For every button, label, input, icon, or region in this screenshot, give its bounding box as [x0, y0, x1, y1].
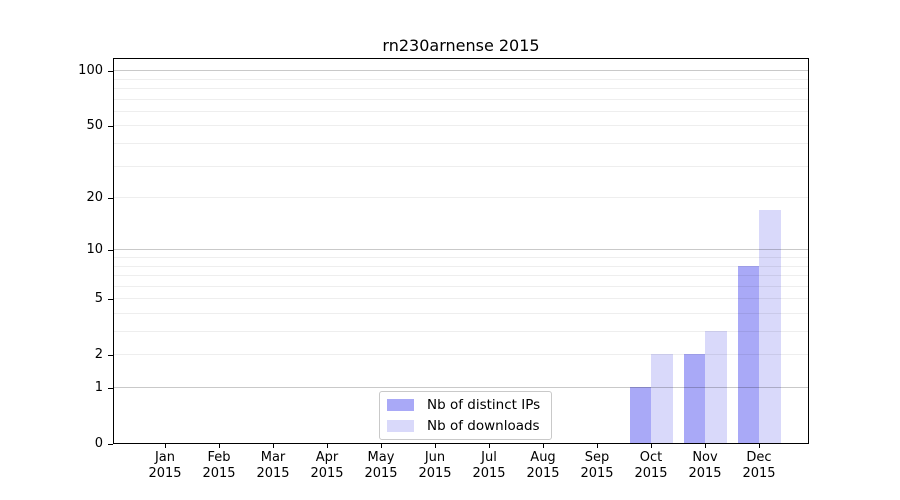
x-tick-label: Jan 2015 [138, 450, 192, 482]
x-tick-month: Nov [692, 450, 718, 465]
gridline-minor [114, 143, 808, 144]
legend: Nb of distinct IPs Nb of downloads [379, 391, 553, 440]
y-tick-label: 50 [86, 118, 103, 134]
x-tick-year: 2015 [742, 466, 776, 481]
x-tick-label: Jun 2015 [408, 450, 462, 482]
plot-area [113, 58, 809, 444]
gridline-minor [114, 313, 808, 314]
x-tick-year: 2015 [256, 466, 290, 481]
x-tick-month: Jan [154, 450, 176, 465]
y-tick-label: 1 [94, 380, 103, 395]
y-tick-label: 2 [94, 347, 103, 363]
y-tick-label: 20 [86, 190, 103, 206]
x-tick-year: 2015 [418, 466, 452, 481]
y-tick-label: 0 [94, 436, 103, 451]
gridline-minor [114, 110, 808, 112]
x-tick-year: 2015 [148, 466, 182, 481]
bar-downloads-dec [759, 209, 781, 443]
x-tick-month: Jul [481, 450, 497, 465]
gridline-minor [114, 257, 808, 258]
x-tick-mark [759, 444, 760, 448]
x-tick-mark [597, 444, 598, 448]
x-tick-year: 2015 [364, 466, 398, 481]
y-tick-label: 10 [86, 242, 103, 258]
x-tick-month: Oct [639, 450, 663, 465]
x-tick-label: Jul 2015 [462, 450, 516, 482]
y-tick-label: 100 [78, 63, 103, 79]
x-tick-label: Aug 2015 [516, 450, 570, 482]
y-tick-label: 5 [94, 291, 103, 307]
gridline-minor [114, 265, 808, 267]
x-tick-year: 2015 [688, 466, 722, 481]
legend-item-downloads: Nb of downloads [387, 418, 540, 434]
x-tick-mark [435, 444, 436, 448]
x-tick-mark [381, 444, 382, 448]
x-tick-month: Aug [530, 450, 556, 465]
legend-swatch-downloads [387, 420, 414, 432]
x-tick-year: 2015 [472, 466, 506, 481]
x-tick-year: 2015 [202, 466, 236, 481]
x-tick-month: Apr [315, 450, 339, 465]
x-tick-label: Dec 2015 [732, 450, 786, 482]
gridline-major [114, 249, 808, 251]
legend-label-distinct-ips: Nb of distinct IPs [427, 397, 541, 413]
x-tick-month: Feb [207, 450, 231, 465]
x-tick-month: May [367, 450, 395, 465]
x-tick-label: Apr 2015 [300, 450, 354, 482]
x-tick-year: 2015 [634, 466, 668, 481]
gridline-major [114, 387, 808, 388]
x-tick-mark [543, 444, 544, 448]
x-tick-mark [273, 444, 274, 448]
x-tick-mark [705, 444, 706, 448]
x-tick-mark [219, 444, 220, 448]
gridline-minor [114, 285, 808, 287]
x-tick-mark [651, 444, 652, 448]
x-tick-month: Dec [746, 450, 772, 465]
legend-item-distinct-ips: Nb of distinct IPs [387, 397, 540, 413]
x-tick-label: Nov 2015 [678, 450, 732, 482]
bar-downloads-nov [705, 331, 727, 443]
x-tick-label: Sep 2015 [570, 450, 624, 482]
gridline-major [114, 70, 808, 72]
x-tick-mark [327, 444, 328, 448]
x-tick-label: Mar 2015 [246, 450, 300, 482]
bar-distinct-ips-dec [737, 265, 759, 443]
gridline-minor [114, 354, 808, 356]
gridline-minor [114, 98, 808, 100]
gridline-minor [114, 197, 808, 199]
gridline-minor [114, 298, 808, 300]
x-tick-month: Mar [260, 450, 286, 465]
x-tick-month: Jun [424, 450, 446, 465]
x-tick-mark [165, 444, 166, 448]
x-tick-month: Sep [584, 450, 610, 465]
bar-distinct-ips-oct [629, 387, 651, 443]
x-tick-year: 2015 [310, 466, 344, 481]
legend-swatch-distinct-ips [387, 399, 414, 411]
gridline-minor [114, 165, 808, 167]
x-tick-label: Feb 2015 [192, 450, 246, 482]
gridline-minor [114, 125, 808, 127]
chart-title: rn230arnense 2015 [382, 36, 540, 55]
gridline-minor [114, 88, 808, 89]
bar-distinct-ips-nov [683, 354, 705, 443]
gridline-minor [114, 331, 808, 332]
x-tick-label: Oct 2015 [624, 450, 678, 482]
gridline-minor [114, 275, 808, 276]
x-tick-year: 2015 [580, 466, 614, 481]
legend-label-downloads: Nb of downloads [427, 418, 540, 434]
bar-downloads-oct [651, 354, 673, 443]
x-tick-year: 2015 [526, 466, 560, 481]
x-tick-label: May 2015 [354, 450, 408, 482]
x-tick-mark [489, 444, 490, 448]
gridline-minor [114, 78, 808, 80]
